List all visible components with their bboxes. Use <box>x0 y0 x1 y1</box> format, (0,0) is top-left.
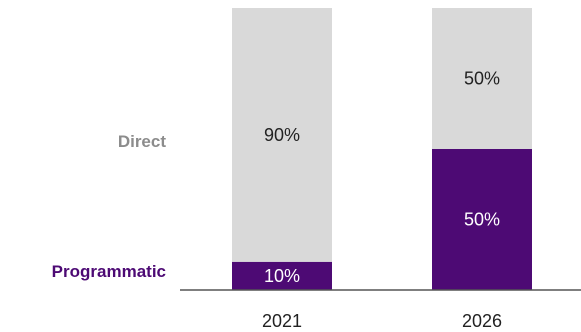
series-label-programmatic: Programmatic <box>52 262 166 281</box>
x-tick-label-2021: 2021 <box>262 311 302 331</box>
bar-segment-direct-2026 <box>432 8 532 149</box>
bar-segment-programmatic-2026 <box>432 149 532 290</box>
series-label-direct: Direct <box>118 132 167 151</box>
bars-group <box>232 8 532 290</box>
data-label-programmatic-2021: 10% <box>264 266 300 286</box>
data-label-direct-2021: 90% <box>264 125 300 145</box>
data-label-programmatic-2026: 50% <box>464 210 500 230</box>
bar-segment-direct-2021 <box>232 8 332 262</box>
x-tick-label-2026: 2026 <box>462 311 502 331</box>
labels-group: 10% 90% 2021 50% 50% 2026 Programmatic Direct <box>52 69 502 332</box>
data-label-direct-2026: 50% <box>464 69 500 89</box>
bar-segment-programmatic-2021 <box>232 261 332 290</box>
